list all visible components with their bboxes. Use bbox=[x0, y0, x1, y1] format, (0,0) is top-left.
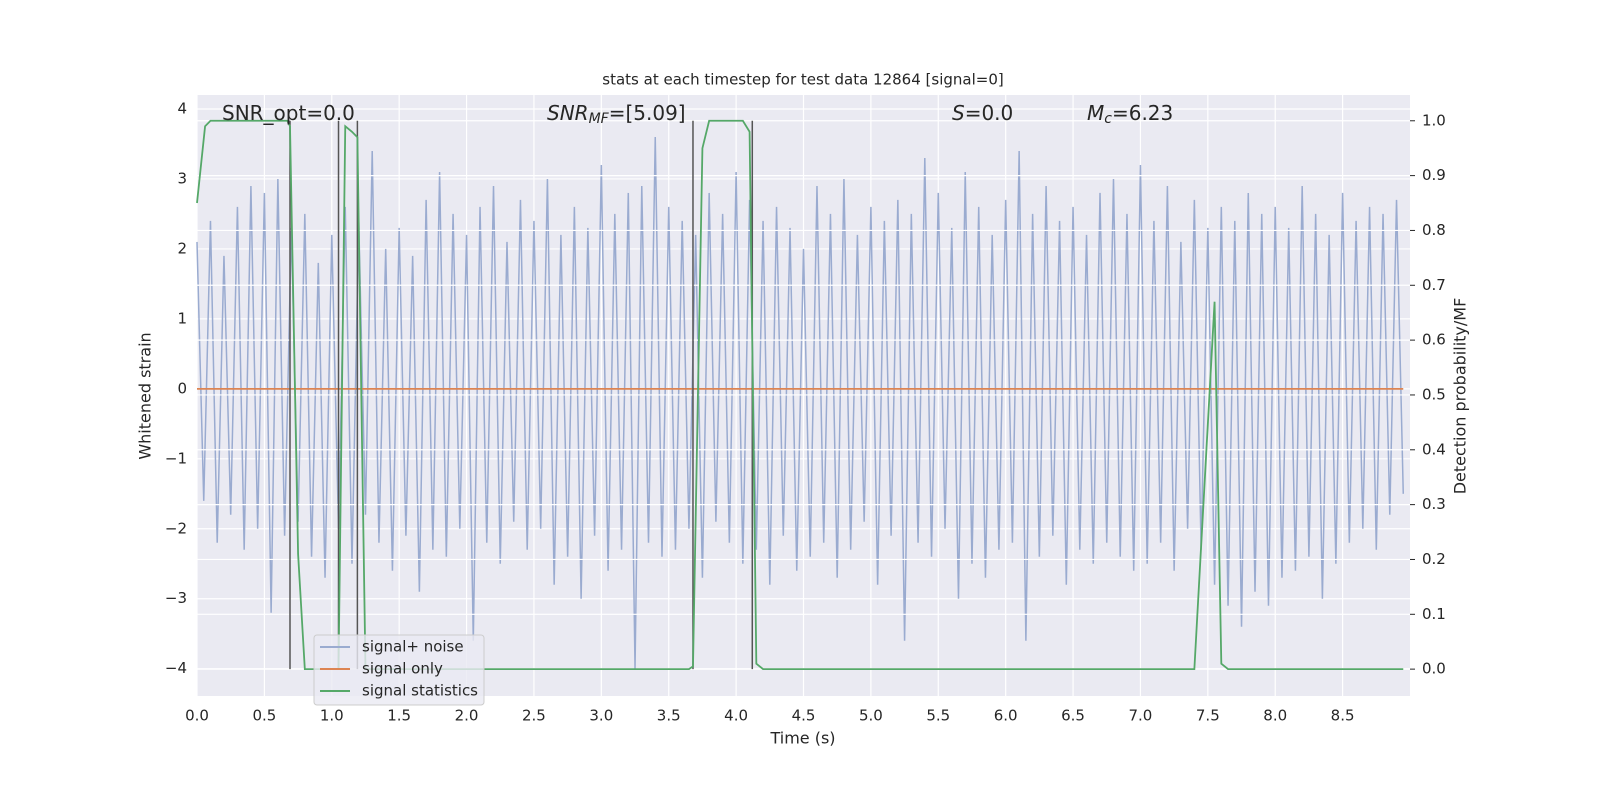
x-tick-label: 2.0 bbox=[455, 707, 479, 725]
x-tick-label: 4.0 bbox=[724, 707, 748, 725]
annotation-sub: MF bbox=[589, 111, 610, 127]
x-tick-label: 2.5 bbox=[522, 707, 546, 725]
x-tick-label: 6.5 bbox=[1061, 707, 1085, 725]
annotation-main: SNR bbox=[547, 101, 589, 125]
annotation-sub: c bbox=[1104, 111, 1112, 127]
x-tick-label: 3.0 bbox=[589, 707, 613, 725]
y-tick-label: −4 bbox=[165, 659, 187, 677]
y2-tick-label: 0.7 bbox=[1422, 276, 1446, 294]
legend-label: signal+ noise bbox=[362, 638, 464, 656]
y-tick-label: 3 bbox=[177, 169, 187, 187]
x-tick-label: 4.5 bbox=[792, 707, 816, 725]
x-tick-label: 5.0 bbox=[859, 707, 883, 725]
x-tick-label: 8.0 bbox=[1263, 707, 1287, 725]
annotation-main: M bbox=[1087, 101, 1104, 125]
y2-tick-label: 0.3 bbox=[1422, 495, 1446, 513]
y2-tick-label: 0.4 bbox=[1422, 440, 1446, 458]
annotation: SNR_opt=0.0 bbox=[222, 101, 355, 125]
x-tick-label: 8.5 bbox=[1331, 707, 1355, 725]
annotation: Mc=6.23 bbox=[1087, 101, 1173, 128]
annotation-tail: =[5.09] bbox=[609, 101, 686, 125]
legend-label: signal only bbox=[362, 660, 443, 678]
annotation-tail: =0.0 bbox=[965, 101, 1014, 125]
y2-tick-label: 0.8 bbox=[1422, 221, 1446, 239]
annotation-tail: =6.23 bbox=[1112, 101, 1173, 125]
y2-tick-label: 1.0 bbox=[1422, 111, 1446, 129]
y-tick-label: 2 bbox=[177, 239, 187, 257]
series-line bbox=[196, 119, 1404, 671]
chart-title: stats at each timestep for test data 128… bbox=[602, 71, 1003, 89]
y-tick-label: −1 bbox=[165, 449, 187, 467]
y2-tick-label: 0.0 bbox=[1422, 660, 1446, 678]
y-tick-label: −2 bbox=[165, 519, 187, 537]
y2-axis-label: Detection probability/MF bbox=[1451, 298, 1470, 495]
y2-tick-label: 0.1 bbox=[1422, 605, 1446, 623]
y-tick-label: −3 bbox=[165, 589, 187, 607]
x-tick-label: 0.0 bbox=[185, 707, 209, 725]
y2-tick-label: 0.9 bbox=[1422, 166, 1446, 184]
x-tick-label: 7.5 bbox=[1196, 707, 1220, 725]
annotation-main: SNR_opt=0.0 bbox=[222, 101, 355, 125]
annotation: SNRMF=[5.09] bbox=[547, 101, 686, 128]
y2-tick-label: 0.5 bbox=[1422, 385, 1446, 403]
y2-tick-label: 0.6 bbox=[1422, 331, 1446, 349]
x-axis-label: Time (s) bbox=[769, 729, 835, 748]
annotation-main: S bbox=[952, 101, 965, 125]
x-tick-label: 7.0 bbox=[1129, 707, 1153, 725]
y-tick-label: 4 bbox=[177, 99, 187, 117]
y-axis-label: Whitened strain bbox=[136, 332, 155, 459]
annotation: S=0.0 bbox=[952, 101, 1013, 125]
x-tick-label: 3.5 bbox=[657, 707, 681, 725]
x-tick-label: 0.5 bbox=[252, 707, 276, 725]
x-tick-label: 1.5 bbox=[387, 707, 411, 725]
x-tick-label: 6.0 bbox=[994, 707, 1018, 725]
x-tick-label: 5.5 bbox=[926, 707, 950, 725]
y2-tick-label: 0.2 bbox=[1422, 550, 1446, 568]
legend-label: signal statistics bbox=[362, 682, 478, 700]
legend: signal+ noise signal only signal statistic… bbox=[313, 634, 485, 706]
x-tick-label: 1.0 bbox=[320, 707, 344, 725]
y-tick-label: 1 bbox=[177, 309, 187, 327]
y-tick-label: 0 bbox=[177, 379, 187, 397]
legend-box bbox=[313, 634, 485, 706]
